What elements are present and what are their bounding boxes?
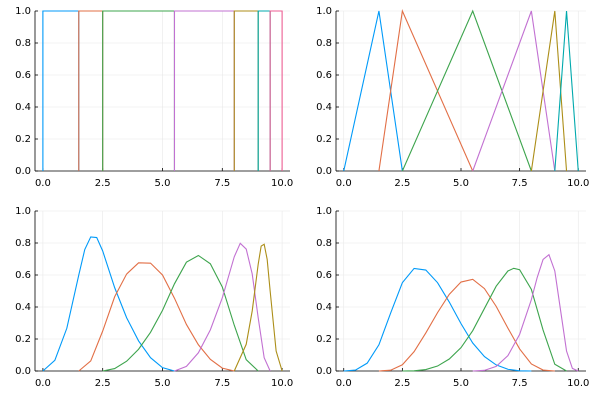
x-tick-label: 2.5 (394, 378, 410, 389)
series-line (554, 10, 579, 172)
y-tick-label: 0.8 (316, 38, 332, 49)
series-line (233, 243, 283, 372)
y-tick-label: 0.2 (316, 334, 332, 345)
series-line (472, 10, 556, 172)
series-line (472, 253, 579, 372)
series-line (343, 10, 403, 172)
x-tick-label: 0.0 (35, 378, 51, 389)
y-tick-label: 0.4 (15, 302, 31, 313)
x-tick-label: 10.0 (567, 378, 589, 389)
x-tick-label: 5.0 (453, 378, 469, 389)
y-tick-label: 0.8 (15, 38, 31, 49)
y-tick-label: 0.0 (15, 366, 31, 377)
y-tick-label: 0.0 (316, 366, 332, 377)
series-line (174, 242, 271, 372)
y-tick-label: 0.8 (15, 238, 31, 249)
x-tick-label: 2.5 (95, 378, 111, 389)
series-line (257, 10, 271, 171)
x-tick-label: 5.0 (155, 178, 171, 189)
x-tick-label: 5.0 (155, 378, 171, 389)
x-tick-label: 10.0 (271, 378, 293, 389)
x-tick-label: 7.5 (214, 178, 230, 189)
y-tick-label: 1.0 (15, 6, 31, 17)
x-tick-label: 2.5 (394, 178, 410, 189)
x-tick-label: 10.0 (271, 178, 293, 189)
x-tick-label: 5.0 (453, 178, 469, 189)
y-tick-label: 0.6 (15, 270, 31, 281)
y-tick-label: 0.4 (316, 102, 332, 113)
series-line (401, 9, 532, 172)
y-tick-label: 0.8 (316, 238, 332, 249)
x-tick-label: 7.5 (512, 378, 528, 389)
series-line (269, 10, 283, 171)
series-line (102, 10, 176, 171)
series-line (42, 236, 175, 372)
series-line (378, 278, 555, 372)
series-line (78, 262, 235, 372)
x-tick-label: 10.0 (567, 178, 589, 189)
y-tick-label: 0.6 (15, 70, 31, 81)
x-tick-label: 2.5 (95, 178, 111, 189)
y-tick-label: 0.6 (316, 70, 332, 81)
series-line (173, 10, 235, 171)
series-line (378, 9, 474, 172)
y-tick-label: 0.0 (15, 166, 31, 177)
x-tick-label: 7.5 (512, 178, 528, 189)
x-tick-label: 7.5 (214, 378, 230, 389)
x-tick-label: 0.0 (35, 178, 51, 189)
series-line (42, 10, 80, 171)
y-tick-label: 1.0 (316, 6, 332, 17)
series-line (402, 267, 567, 372)
x-tick-label: 0.0 (336, 178, 352, 189)
series-line (102, 254, 259, 372)
y-tick-label: 0.2 (316, 134, 332, 145)
y-tick-label: 0.4 (316, 302, 332, 313)
series-line (343, 267, 532, 372)
y-tick-label: 0.2 (15, 134, 31, 145)
y-tick-label: 0.6 (316, 270, 332, 281)
series-line (233, 10, 259, 171)
y-tick-label: 0.0 (316, 166, 332, 177)
y-tick-label: 0.4 (15, 102, 31, 113)
series-line (530, 10, 568, 172)
y-tick-label: 0.2 (15, 334, 31, 345)
y-tick-label: 1.0 (316, 206, 332, 217)
y-tick-label: 1.0 (15, 206, 31, 217)
x-tick-label: 0.0 (336, 378, 352, 389)
series-line (78, 10, 104, 171)
